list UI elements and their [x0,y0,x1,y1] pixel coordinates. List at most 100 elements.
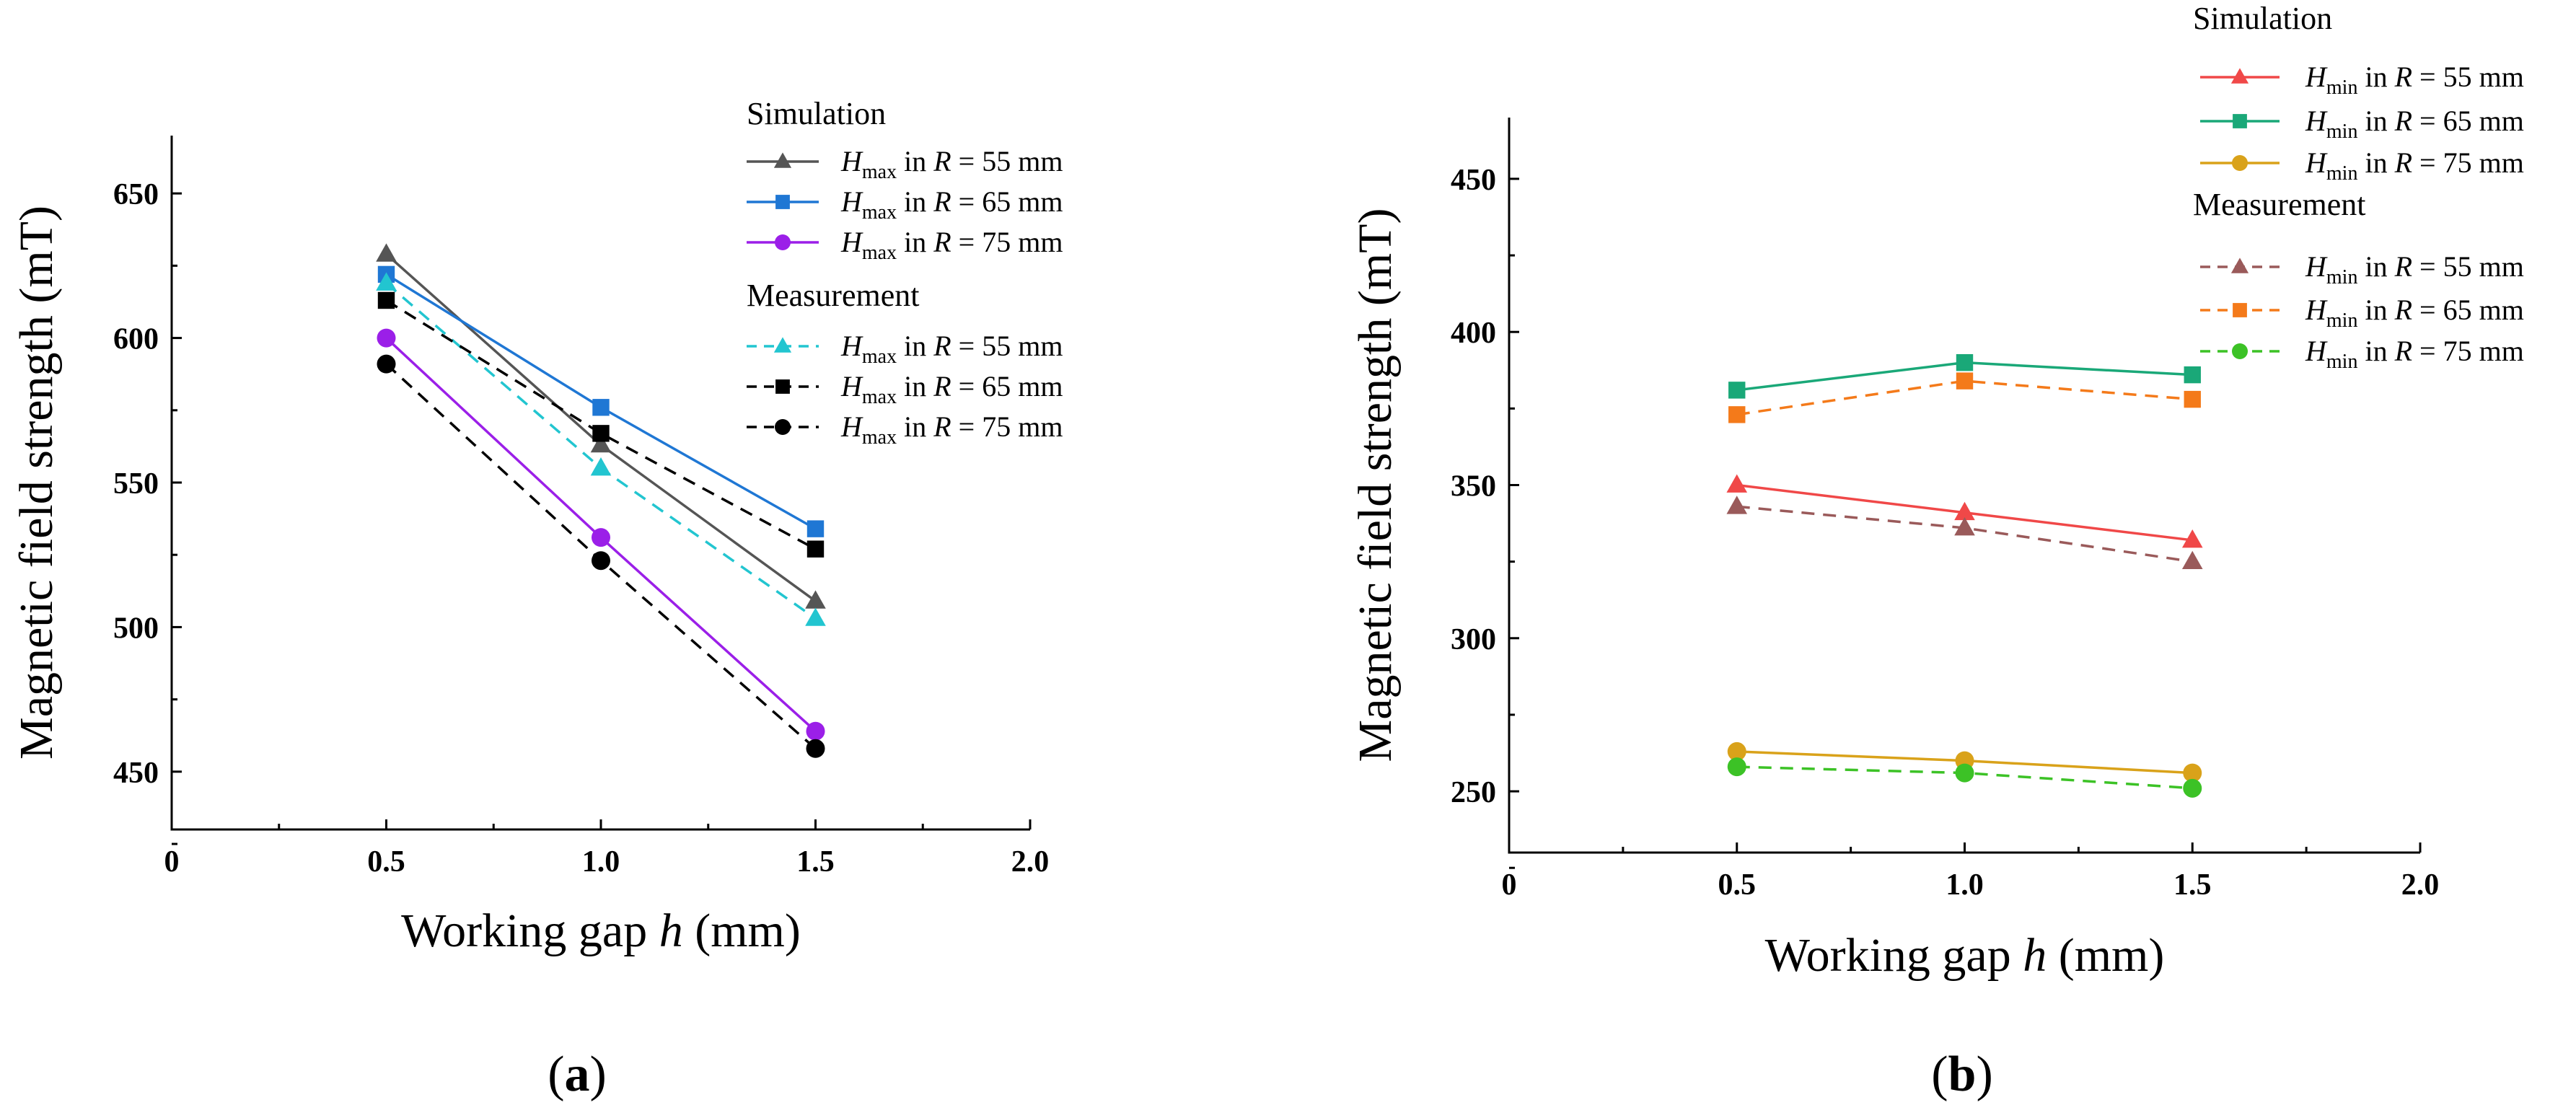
x-tick-label: 0 [164,845,180,879]
series-line [1736,379,2193,416]
y-tick-label: 450 [113,757,159,790]
legend-entry-label: Hmin in R = 65 mm [2305,105,2524,143]
data-point [1954,501,1975,521]
panel-label: (b) [1931,1047,1993,1102]
x-tick-label: 0.5 [367,845,405,879]
legend-marker [2230,68,2249,84]
legend-marker [775,195,790,209]
series-6 [1727,757,2202,798]
data-point [806,520,825,537]
data-point [805,590,826,609]
legend-marker [775,419,791,435]
x-axis-title: Working gap h (mm) [401,904,801,957]
y-tick-label: 650 [113,178,159,211]
legend-entry-label: Hmax in R = 75 mm [840,226,1063,264]
legend-marker [2233,114,2247,128]
legend-marker [2232,155,2248,171]
y-tick-label: 450 [1451,164,1496,197]
legend-marker [775,379,790,394]
legend-entry-label: Hmin in R = 75 mm [2305,335,2524,373]
legend-group-title: Measurement [747,278,919,313]
data-point [2183,763,2202,783]
data-point [1727,757,1746,777]
panel-a-chart: 0 0.5 1.0 1.5 2.0 450 500 550 600 650 Magnetic fie… [10,96,1063,1102]
y-tick-label: 350 [1451,470,1496,503]
series-5 [377,291,825,558]
legend-entry-label: Hmin in R = 55 mm [2305,61,2524,99]
legend-entry-label: Hmax in R = 55 mm [840,145,1063,183]
data-point [806,540,825,558]
data-point [1956,353,1974,371]
legend-entry-label: Hmin in R = 65 mm [2305,294,2524,332]
legend-marker [775,234,791,250]
series-3 [377,328,825,741]
legend-entry-label: Hmax in R = 55 mm [840,330,1063,368]
legend-entry-label: Hmin in R = 55 mm [2305,250,2524,289]
series-4 [376,272,826,626]
data-point [2181,550,2203,570]
legend-marker [773,337,792,353]
data-point [1726,496,1748,514]
series-5 [1728,372,2201,423]
legend-entry-label: Hmax in R = 65 mm [840,370,1063,408]
x-tick-label: 1.0 [1946,868,1984,902]
x-tick-label: 2.0 [1011,845,1050,879]
data-point [377,328,396,348]
x-tick-label: 2.0 [2401,868,2440,902]
legend-group-title: Simulation [2193,1,2332,36]
data-point [2184,366,2201,384]
data-point [376,243,397,262]
legend-group-title: Measurement [2193,187,2365,222]
x-tick-label: 0 [1502,868,1517,902]
x-tick-label: 1.5 [796,845,835,879]
legend-entry-label: Hmin in R = 75 mm [2305,146,2524,185]
y-tick-label: 400 [1451,317,1496,350]
data-point [1728,382,1746,399]
panel-b-chart: 0 0.5 1.0 1.5 2.0 250 300 350 400 450 Magnetic fie… [1349,1,2524,1102]
data-point [1954,516,1975,536]
x-tick-label: 1.0 [582,845,620,879]
y-tick-label: 250 [1451,776,1496,809]
data-point [377,291,395,309]
y-tick-label: 300 [1451,623,1496,656]
series-6 [377,354,825,758]
data-point [1727,741,1746,761]
legend-marker [2230,258,2249,273]
legend-entry-label: Hmax in R = 65 mm [840,185,1063,224]
series-2 [377,265,825,537]
data-point [1728,406,1746,423]
legend-marker [2233,303,2247,317]
y-axis-title: Magnetic field strength (mT) [1349,208,1402,762]
series-4 [1726,496,2203,570]
y-tick-label: 600 [113,323,159,356]
x-axis-title: Working gap h (mm) [1765,929,2165,982]
data-point [805,607,826,626]
data-point [1956,372,1974,389]
data-point [592,399,610,416]
data-point [592,551,610,571]
data-point [377,354,396,374]
y-axis-title: Magnetic field strength (mT) [10,206,63,760]
data-point [2181,529,2203,548]
legend: Simulation Hmin in R = 55 mm Hmin in R = 6… [2193,1,2524,373]
series-2 [1728,353,2201,399]
legend-entry-label: Hmax in R = 75 mm [840,410,1063,449]
panel-label: (a) [548,1047,607,1102]
legend-marker [2232,343,2248,359]
series-1 [1726,474,2203,548]
x-tick-label: 0.5 [1718,868,1757,902]
y-tick-label: 500 [113,612,159,645]
data-point [1726,474,1748,493]
legend-marker [773,152,792,168]
data-point [590,433,612,453]
y-tick-label: 550 [113,467,159,501]
data-point [806,721,825,741]
data-point [592,425,610,442]
axis-lines [1508,118,2420,854]
data-point [2183,778,2202,798]
data-point [806,739,825,758]
x-tick-label: 1.5 [2173,868,2212,902]
data-point [592,528,610,547]
